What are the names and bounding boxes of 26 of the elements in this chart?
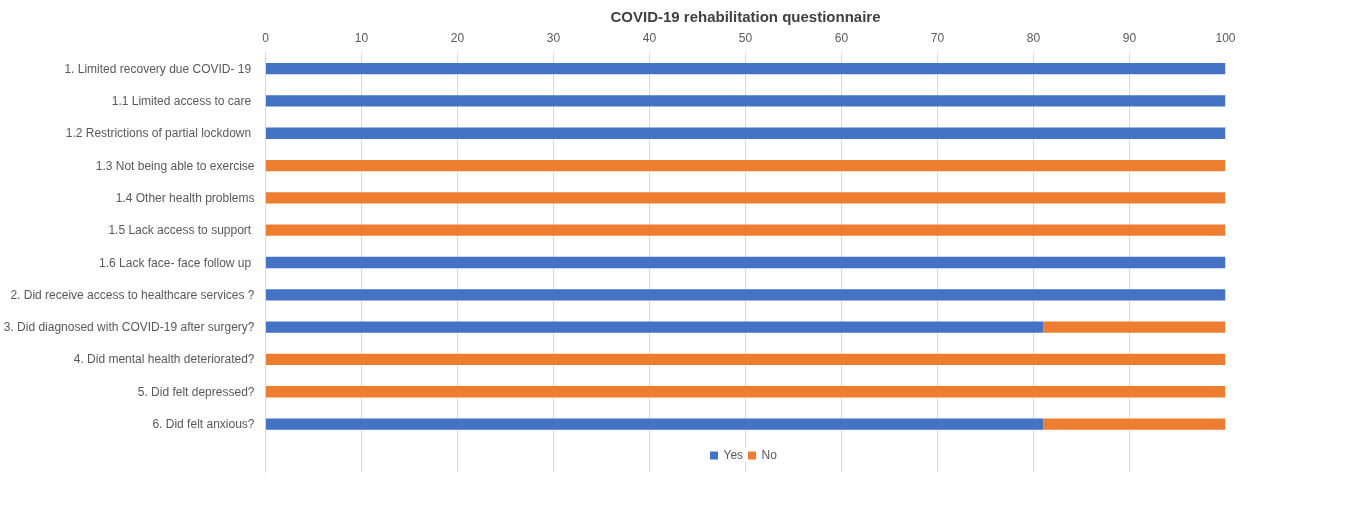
x-tick-label: 80 [1026, 30, 1041, 45]
y-tick-label: 1.3 Not being able to exercise [95, 158, 255, 173]
x-tick-label: 10 [354, 30, 369, 45]
x-tick-label: 0 [262, 30, 270, 45]
x-tick-label: 70 [930, 30, 945, 45]
x-tick-label: 90 [1122, 30, 1137, 45]
y-tick-label: 1.2 Restrictions of partial lockdown [65, 126, 252, 141]
x-tick-label: 100 [1215, 30, 1236, 45]
y-tick-label: 1.6 Lack face- face follow up [99, 255, 252, 270]
x-tick-label: 40 [642, 30, 657, 45]
y-tick-label: 1.5 Lack access to support [108, 223, 252, 238]
x-tick-label: 30 [546, 30, 561, 45]
legend-label: No [761, 448, 778, 462]
x-tick-label: 60 [834, 30, 849, 45]
y-tick-label: 6. Did felt anxious? [152, 417, 255, 432]
y-tick-label: 1.4 Other health problems [115, 190, 255, 205]
y-tick-label: 2. Did receive access to healthcare services ? [10, 287, 255, 302]
y-tick-label: 5. Did felt depressed? [137, 384, 255, 399]
y-tick-label: 3. Did diagnosed with COVID-19 after surgery? [3, 320, 255, 335]
x-tick-label: 20 [450, 30, 465, 45]
legend-label: Yes [723, 448, 744, 462]
chart-title: COVID-19 rehabilitation questionnaire [610, 7, 881, 25]
y-tick-label: 1.1 Limited access to care [111, 93, 252, 108]
y-tick-label: 1. Limited recovery due COVID- 19 [64, 61, 252, 76]
x-tick-label: 50 [738, 30, 753, 45]
y-tick-label: 4. Did mental health deteriorated? [73, 352, 255, 367]
